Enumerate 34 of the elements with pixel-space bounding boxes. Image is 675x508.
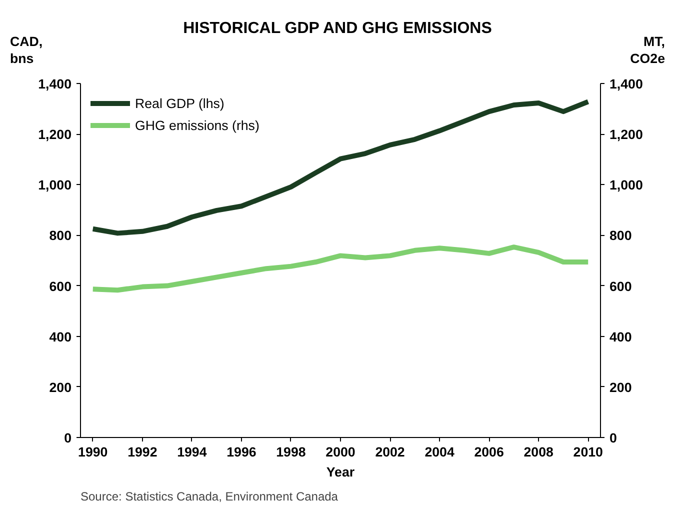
y-tick-label: 1,000 — [38, 178, 72, 193]
x-tick-label: 2002 — [375, 444, 405, 460]
y2-tick-label: 1,000 — [610, 178, 643, 193]
y-tick-label: 400 — [49, 329, 72, 344]
y-tick-label: 1,200 — [38, 127, 72, 142]
y-tick-label: 200 — [49, 380, 72, 395]
y-tick-label: 1,400 — [38, 76, 72, 92]
legend-label: GHG emissions (rhs) — [135, 118, 260, 132]
y2-tick-label: 400 — [610, 329, 632, 344]
x-tick-label: 1994 — [177, 444, 208, 460]
y2-tick-label: 200 — [610, 380, 632, 395]
x-tick-label: 1996 — [226, 444, 256, 460]
source-note: Source: Statistics Canada, Environment Canada — [80, 490, 338, 504]
x-tick-label: 2008 — [524, 444, 554, 460]
x-tick-label: 1990 — [78, 444, 108, 460]
x-tick-label: 2004 — [424, 444, 455, 460]
x-axis-title: Year — [326, 464, 355, 480]
y-tick-label: 800 — [49, 228, 72, 244]
y2-tick-label: 0 — [610, 430, 617, 446]
x-tick-label: 1992 — [128, 444, 158, 460]
x-tick-label: 2006 — [474, 444, 504, 460]
y2-axis-title: MT, CO2e — [630, 34, 665, 68]
x-tick-label: 2000 — [326, 444, 356, 460]
y2-tick-label: 1,400 — [610, 76, 643, 92]
x-tick-label: 2010 — [573, 444, 603, 460]
y2-tick-label: 800 — [610, 228, 632, 244]
legend-label: Real GDP (lhs) — [135, 96, 224, 110]
y-axis-title: CAD, bns — [10, 34, 43, 68]
x-tick-label: 1998 — [276, 444, 306, 460]
y2-tick-label: 1,200 — [610, 127, 643, 142]
y2-tick-label: 600 — [610, 278, 632, 294]
y-tick-label: 0 — [64, 430, 72, 446]
y-tick-label: 600 — [49, 278, 72, 294]
chart-title: HISTORICAL GDP AND GHG EMISSIONS — [183, 20, 492, 37]
